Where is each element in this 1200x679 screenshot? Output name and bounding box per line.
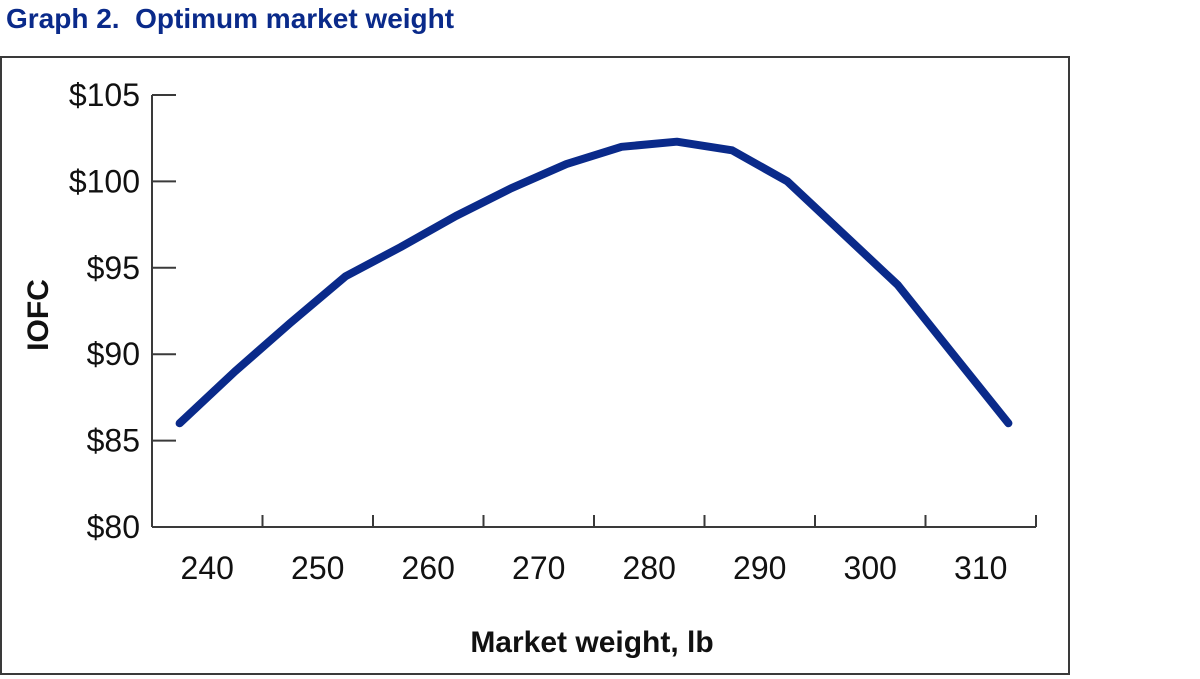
y-tick-label: $105	[69, 77, 140, 113]
y-tick-label: $95	[87, 250, 140, 286]
y-tick-label: $80	[87, 509, 140, 545]
y-axis-label: IOFC	[22, 279, 55, 351]
axes	[151, 95, 1036, 528]
x-tick-label: 300	[844, 550, 897, 586]
ticks: $80 $85 $90 $95 $100 $105 240 250 260 270 280 290 30…	[69, 77, 1037, 586]
y-tick-label: $85	[87, 423, 140, 459]
chart-frame	[0, 56, 1070, 675]
x-tick-label: 260	[402, 550, 455, 586]
chart-title: Graph 2. Optimum market weight	[6, 3, 455, 34]
y-tick-label: $100	[69, 163, 140, 199]
x-axis-label: Market weight, lb	[470, 626, 713, 659]
x-tick-label: 280	[623, 550, 676, 586]
x-tick-label: 270	[512, 550, 565, 586]
series-group	[175, 137, 1013, 428]
x-tick-label: 240	[181, 550, 234, 586]
x-tick-label: 310	[954, 550, 1007, 586]
series-line	[175, 137, 1013, 428]
y-tick-label: $90	[87, 336, 140, 372]
x-tick-label: 290	[733, 550, 786, 586]
x-tick-label: 250	[291, 550, 344, 586]
